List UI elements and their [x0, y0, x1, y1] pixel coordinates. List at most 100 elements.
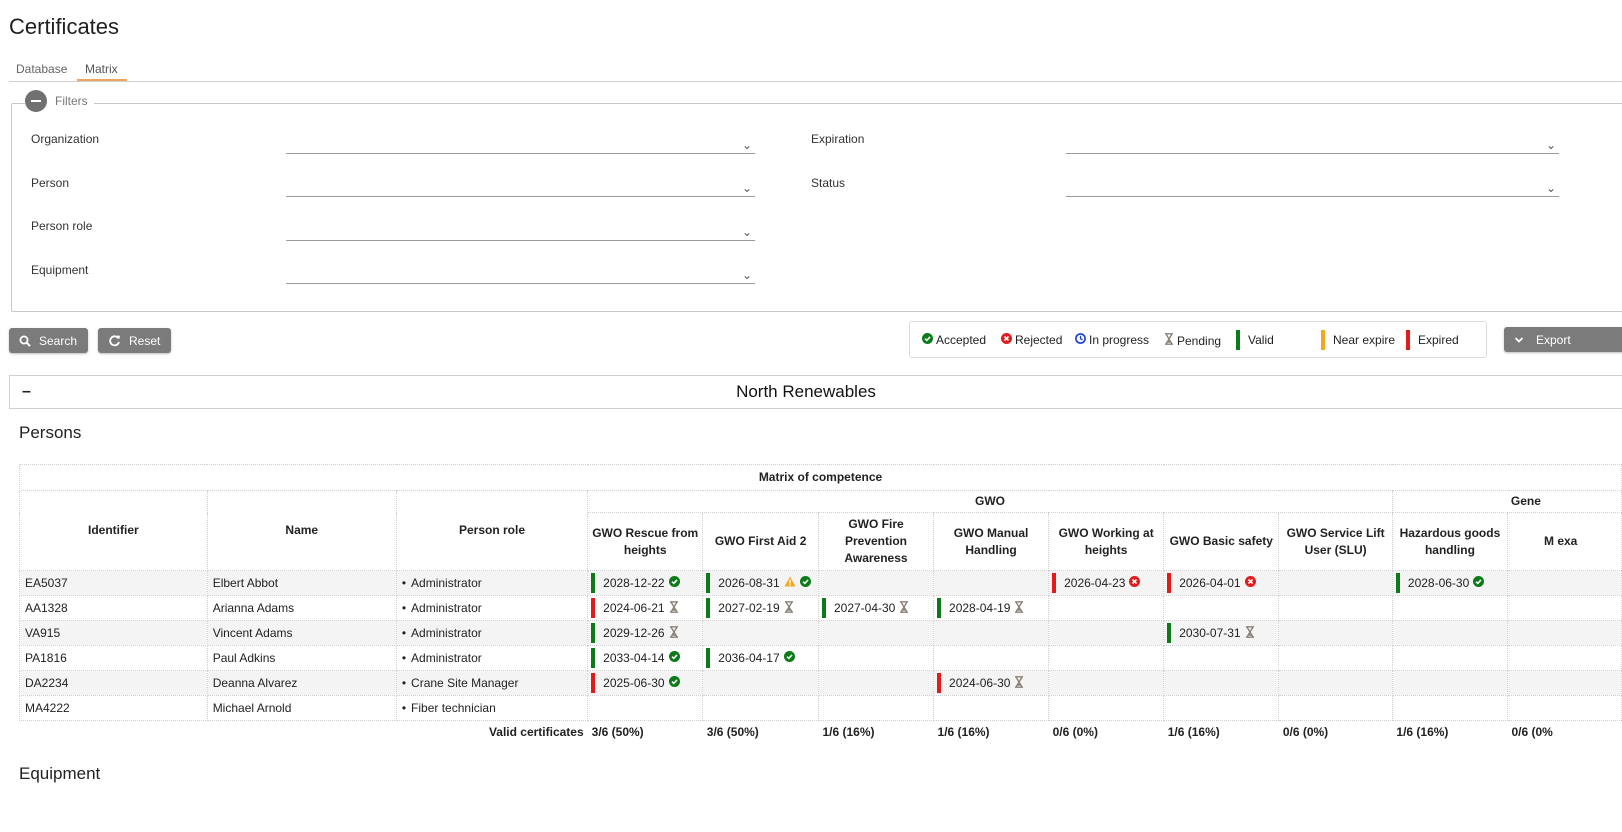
certificate-cell: [1507, 670, 1622, 696]
certificate-cell: [1507, 645, 1622, 671]
certificate-cell[interactable]: 2030-07-31: [1163, 620, 1280, 646]
chevron-down-icon: ⌄: [1545, 138, 1556, 152]
certificate-cell: [1278, 620, 1393, 646]
certificate-cell: [1391, 620, 1509, 646]
column-header-cert: GWO Fire Prevention Awareness: [817, 512, 935, 571]
identifier-cell: AA1328: [19, 595, 208, 621]
organization-select[interactable]: ⌄: [286, 133, 755, 154]
name-cell: Paul Adkins: [206, 645, 397, 671]
certificate-cell[interactable]: 2028-06-30: [1391, 570, 1509, 596]
certificate-cell: [817, 695, 935, 721]
expired-bar: [1406, 330, 1410, 350]
certificate-cell: [817, 670, 935, 696]
status-label: Status: [811, 176, 846, 190]
collapse-organization-button[interactable]: –: [22, 383, 31, 400]
certificate-date: 2024-06-30: [949, 676, 1011, 690]
equipment-select[interactable]: ⌄: [286, 263, 755, 284]
certificate-entry: 2024-06-30: [937, 673, 1048, 693]
hourglass-icon: [669, 600, 679, 616]
hourglass-icon: [1014, 600, 1024, 616]
certificate-cell[interactable]: 2028-12-22: [587, 570, 704, 596]
certificate-cell: [1391, 645, 1509, 671]
certificate-cell[interactable]: 2028-04-19: [933, 595, 1050, 621]
search-icon: [19, 335, 31, 347]
certificate-date: 2033-04-14: [603, 651, 665, 665]
valid-certificates-value: 1/6 (16%): [822, 724, 875, 739]
accepted-icon: [668, 651, 680, 665]
accepted-icon: [799, 576, 811, 590]
column-header-identifier: Identifier: [19, 490, 208, 571]
filters-panel: [11, 103, 1622, 312]
certificate-cell[interactable]: 2025-06-30: [587, 670, 704, 696]
certificate-cell[interactable]: 2026-04-01: [1163, 570, 1280, 596]
person-role-select[interactable]: ⌄: [286, 220, 755, 241]
refresh-icon: [108, 334, 121, 347]
valid-bar: [1167, 623, 1172, 643]
certificate-cell: [702, 670, 819, 696]
accepted-icon: [922, 333, 933, 347]
export-button[interactable]: Export: [1504, 327, 1622, 352]
certificate-cell[interactable]: 2026-08-31: [702, 570, 819, 596]
valid-bar: [591, 623, 596, 643]
certificate-cell[interactable]: 2033-04-14: [587, 645, 704, 671]
search-button[interactable]: Search: [9, 328, 88, 353]
status-select[interactable]: ⌄: [1066, 176, 1559, 197]
column-header-name: Name: [206, 490, 397, 571]
certificate-cell[interactable]: 2029-12-26: [587, 620, 704, 646]
name-cell: Deanna Alvarez: [206, 670, 397, 696]
filters-legend: Filters: [25, 90, 94, 112]
certificate-cell[interactable]: 2027-02-19: [702, 595, 819, 621]
person-select[interactable]: ⌄: [286, 176, 755, 197]
name-cell: Arianna Adams: [206, 595, 397, 621]
certificate-cell[interactable]: 2036-04-17: [702, 645, 819, 671]
identifier-cell: EA5037: [19, 570, 208, 596]
certificate-cell: [1391, 670, 1509, 696]
valid-certificates-row: Valid certificates 3/6 (50%) 3/6 (50%) 1/6 …: [20, 721, 1622, 743]
certificate-cell[interactable]: 2024-06-30: [933, 670, 1050, 696]
certificate-cell[interactable]: 2024-06-21: [587, 595, 704, 621]
table-row[interactable]: DA2234 Deanna Alvarez • Crane Site Manager 2…: [19, 670, 1622, 696]
certificate-cell: [1163, 670, 1280, 696]
certificate-date: 2026-04-01: [1179, 576, 1241, 590]
person-role-cell: • Administrator: [395, 595, 589, 621]
certificate-cell: [1391, 695, 1509, 721]
column-header-cert: M exa: [1507, 512, 1622, 571]
certificate-date: 2027-02-19: [718, 601, 780, 615]
certificate-cell[interactable]: 2026-04-23: [1048, 570, 1165, 596]
certificate-date: 2027-04-30: [833, 601, 896, 615]
table-row[interactable]: VA915 Vincent Adams • Administrator 2029-12-…: [19, 620, 1622, 646]
table-row[interactable]: EA5037 Elbert Abbot • Administrator 2028-12-…: [19, 570, 1622, 596]
certificate-cell: [587, 695, 704, 721]
certificate-entry: 2026-04-01: [1167, 573, 1278, 593]
certificate-cell: [933, 645, 1050, 671]
certificate-cell: [817, 645, 935, 671]
legend-accepted-label: Accepted: [936, 333, 987, 347]
bullet-icon: •: [401, 576, 407, 590]
column-header-person-role: Person role: [395, 490, 589, 571]
reset-button[interactable]: Reset: [98, 328, 171, 353]
certificate-cell: [1048, 620, 1165, 646]
identifier-cell: DA2234: [19, 670, 208, 696]
group-header-gwo: GWO: [587, 490, 1393, 513]
table-row[interactable]: PA1816 Paul Adkins • Administrator 2033-04-1…: [19, 645, 1622, 671]
group-header-general: Gene: [1391, 490, 1622, 513]
certificate-date: 2028-06-30: [1407, 576, 1470, 590]
valid-certificates-value: 3/6 (50%): [706, 724, 759, 739]
tab-matrix[interactable]: Matrix: [85, 62, 118, 76]
person-role-cell: • Fiber technician: [395, 695, 589, 721]
table-row[interactable]: AA1328 Arianna Adams • Administrator 2024-06…: [19, 595, 1622, 621]
hourglass-icon: [784, 600, 794, 616]
tab-database[interactable]: Database: [16, 62, 68, 76]
collapse-filters-button[interactable]: [25, 90, 47, 112]
expiration-select[interactable]: ⌄: [1066, 133, 1559, 154]
valid-certificates-value: 3/6 (50%): [591, 724, 644, 739]
table-row[interactable]: MA4222 Michael Arnold • Fiber technician: [19, 695, 1622, 721]
expired-bar: [1167, 573, 1172, 593]
rejected-icon: [1244, 576, 1256, 590]
certificate-cell: [1507, 620, 1622, 646]
certificate-cell[interactable]: 2027-04-30: [817, 595, 935, 621]
certificate-cell: [933, 570, 1050, 596]
certificate-cell: [933, 695, 1050, 721]
column-header-cert: Hazardous goods handling: [1391, 512, 1509, 571]
certificate-date: 2024-06-21: [603, 601, 665, 615]
